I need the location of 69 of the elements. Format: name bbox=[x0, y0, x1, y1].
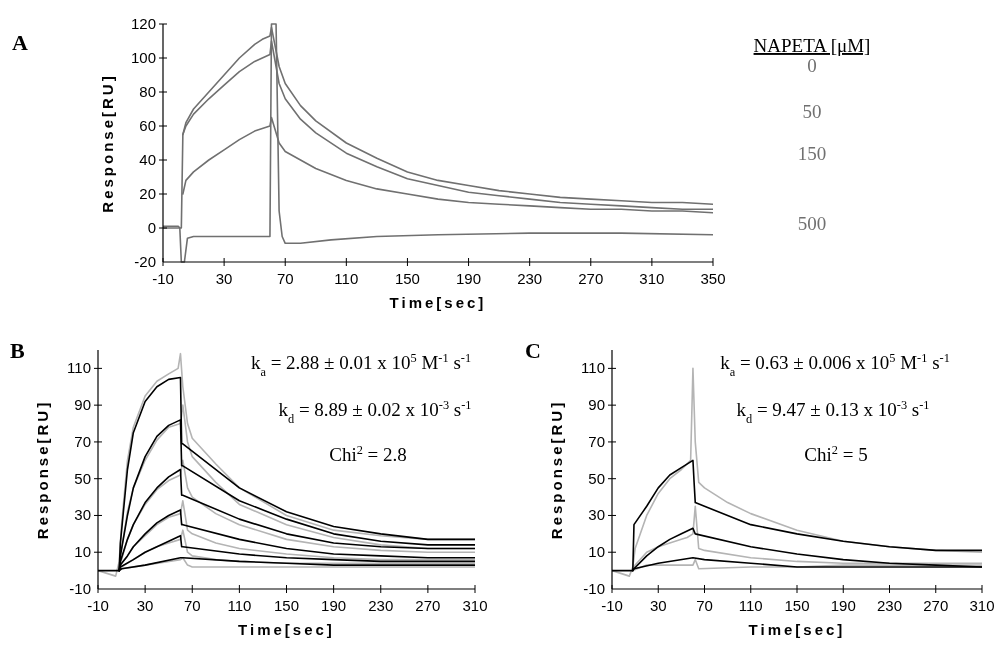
y-axis-title: Response[RU] bbox=[34, 399, 51, 540]
y-tick-label: 10 bbox=[588, 543, 605, 561]
x-tick-label: 270 bbox=[415, 597, 441, 614]
x-tick-label: 230 bbox=[517, 270, 543, 287]
x-tick-label: -10 bbox=[601, 597, 623, 614]
text: 0 bbox=[807, 55, 817, 76]
x-tick-label: 30 bbox=[215, 270, 233, 287]
x-tick-label: -10 bbox=[87, 597, 109, 614]
y-tick-label: 50 bbox=[74, 469, 91, 487]
chart-title: A bbox=[12, 30, 28, 55]
x-tick-label: 150 bbox=[394, 270, 420, 287]
annotation: k$_{a}$ = 2.88 ± 0.01 x 10$^{5}$ M$^{-1}$ s$^{-1}$ bbox=[250, 351, 472, 379]
x-tick-label: 70 bbox=[276, 270, 294, 287]
x-tick-label: -10 bbox=[152, 270, 174, 287]
x-tick-label: 270 bbox=[578, 270, 604, 287]
y-tick-label: 40 bbox=[139, 151, 156, 168]
x-tick-label: 110 bbox=[738, 597, 763, 614]
y-tick-label: 50 bbox=[588, 469, 605, 487]
x-axis-title: Time[sec] bbox=[389, 294, 487, 311]
y-tick-label: 0 bbox=[147, 219, 156, 236]
y-tick-label: -10 bbox=[583, 580, 605, 597]
y-tick-label: 110 bbox=[581, 359, 605, 377]
y-tick-label: 100 bbox=[130, 49, 156, 66]
x-tick-label: 350 bbox=[700, 270, 726, 287]
y-tick-label: 10 bbox=[74, 543, 91, 561]
y-tick-label: 20 bbox=[139, 185, 156, 202]
text: 50 bbox=[802, 101, 822, 122]
x-tick-label: 30 bbox=[649, 597, 667, 614]
annotation: k$_{d}$ = 9.47 ± 0.13 x 10$^{-3}$ s$^{-1}$ bbox=[736, 398, 930, 426]
y-tick-label: 70 bbox=[588, 432, 605, 450]
legend-title: NAPETA [μM] bbox=[753, 35, 871, 56]
y-tick-label: 110 bbox=[67, 359, 91, 377]
text: 500 bbox=[797, 213, 827, 234]
x-tick-label: 110 bbox=[334, 270, 359, 287]
annotation: k$_{a}$ = 0.63 ± 0.006 x 10$^{5}$ M$^{-1}$ s$^{-1}$ bbox=[720, 351, 950, 379]
text: 150 bbox=[797, 143, 827, 164]
y-tick-label: 30 bbox=[74, 506, 91, 524]
x-tick-label: 150 bbox=[273, 597, 300, 614]
y-tick-label: -20 bbox=[134, 253, 156, 270]
x-tick-label: 110 bbox=[227, 597, 252, 614]
x-tick-label: 230 bbox=[876, 597, 903, 614]
y-tick-label: -10 bbox=[69, 580, 91, 597]
x-tick-label: 190 bbox=[456, 270, 482, 287]
y-tick-label: 80 bbox=[139, 83, 156, 100]
annotation: Chi$^{2}$ = 2.8 bbox=[329, 443, 407, 465]
x-tick-label: 70 bbox=[696, 597, 713, 614]
x-axis-title: Time[sec] bbox=[748, 621, 846, 638]
x-tick-label: 310 bbox=[462, 597, 488, 614]
x-tick-label: 310 bbox=[969, 597, 995, 614]
chart-title: C bbox=[525, 338, 541, 363]
y-axis-title: Response[RU] bbox=[99, 73, 116, 213]
x-axis-title: Time[sec] bbox=[238, 621, 335, 638]
x-tick-label: 190 bbox=[830, 597, 856, 614]
y-tick-label: 30 bbox=[588, 506, 605, 524]
x-tick-label: 70 bbox=[183, 597, 201, 614]
x-tick-label: 270 bbox=[923, 597, 949, 614]
x-tick-label: 150 bbox=[784, 597, 810, 614]
x-tick-label: 230 bbox=[368, 597, 394, 614]
y-tick-label: 60 bbox=[139, 117, 156, 134]
x-tick-label: 190 bbox=[321, 597, 347, 614]
y-axis-title: Response[RU] bbox=[548, 399, 565, 540]
annotation: k$_{d}$ = 8.89 ± 0.02 x 10$^{-3}$ s$^{-1}$ bbox=[278, 398, 472, 426]
y-tick-label: 90 bbox=[588, 396, 605, 414]
annotation: Chi$^{2}$ = 5 bbox=[804, 443, 868, 465]
y-tick-label: 120 bbox=[130, 15, 156, 32]
y-tick-label: 70 bbox=[74, 432, 91, 450]
chart-title: B bbox=[10, 338, 25, 363]
y-tick-label: 90 bbox=[74, 396, 91, 414]
x-tick-label: 310 bbox=[639, 270, 665, 287]
